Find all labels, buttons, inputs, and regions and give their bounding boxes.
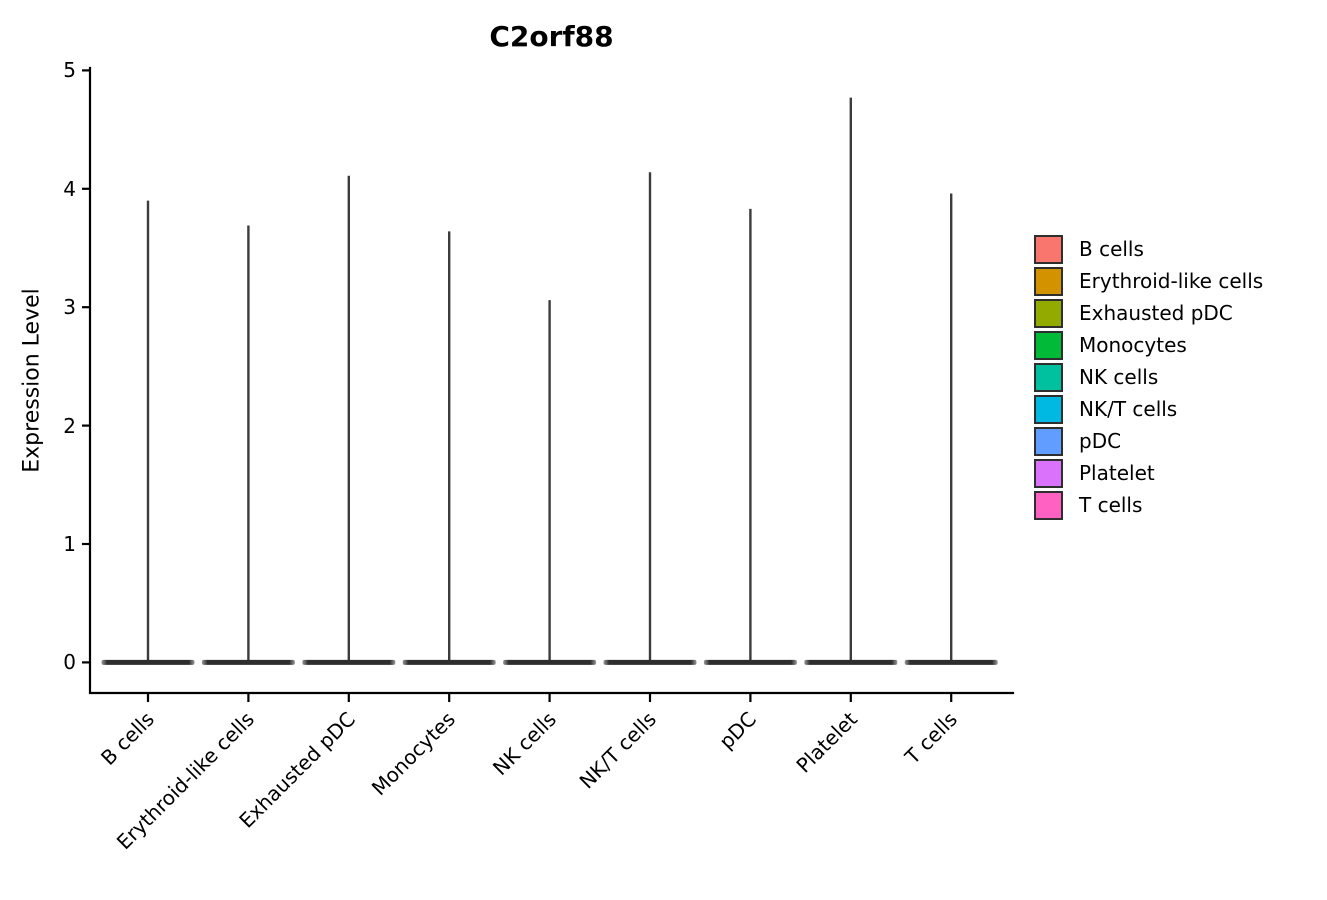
violin-base	[804, 659, 898, 665]
legend-label: B cells	[1079, 237, 1144, 261]
legend-swatch-icon	[1034, 234, 1063, 264]
violin-base	[302, 659, 396, 665]
legend-item: pDC	[1034, 425, 1263, 457]
violin-base	[402, 659, 496, 665]
legend-item: Platelet	[1034, 457, 1263, 489]
legend-swatch-icon	[1034, 458, 1063, 488]
legend-label: T cells	[1079, 493, 1143, 517]
plot-title: C2orf88	[489, 20, 614, 53]
legend-swatch-icon	[1034, 362, 1063, 392]
legend-swatch-icon	[1034, 394, 1063, 424]
legend-swatch-icon	[1034, 266, 1063, 296]
legend-item: NK/T cells	[1034, 393, 1263, 425]
violin-base	[603, 659, 697, 665]
violin-base	[101, 659, 195, 665]
legend-swatch-icon	[1034, 426, 1063, 456]
y-tick-label: 0	[63, 650, 76, 675]
y-tick-label: 4	[63, 176, 76, 201]
legend-label: pDC	[1079, 429, 1122, 453]
legend-item: T cells	[1034, 489, 1263, 521]
legend-label: Monocytes	[1079, 333, 1187, 357]
legend-item: B cells	[1034, 233, 1263, 265]
legend-swatch-icon	[1034, 330, 1063, 360]
legend-label: Platelet	[1079, 461, 1155, 485]
legend-label: Erythroid-like cells	[1079, 269, 1264, 293]
violin-base	[904, 659, 998, 665]
y-tick-label: 1	[63, 532, 76, 556]
axis-lines	[88, 66, 1015, 695]
legend-label: NK cells	[1079, 365, 1159, 389]
legend-swatch-icon	[1034, 490, 1063, 520]
violin-base	[503, 659, 597, 665]
violin-base	[703, 659, 797, 665]
legend-item: Erythroid-like cells	[1034, 265, 1263, 297]
legend-label: NK/T cells	[1079, 397, 1178, 421]
y-tick-label: 2	[63, 413, 76, 438]
y-tick-label: 3	[63, 295, 76, 320]
violin-base	[201, 659, 295, 665]
legend-item: Monocytes	[1034, 329, 1263, 361]
legend-label: Exhausted pDC	[1079, 301, 1233, 325]
legend: B cells Erythroid-like cells Exhausted pDC…	[1034, 233, 1263, 521]
legend-swatch-icon	[1034, 298, 1063, 328]
legend-item: Exhausted pDC	[1034, 297, 1263, 329]
y-tick-label: 5	[63, 58, 76, 83]
legend-item: NK cells	[1034, 361, 1263, 393]
